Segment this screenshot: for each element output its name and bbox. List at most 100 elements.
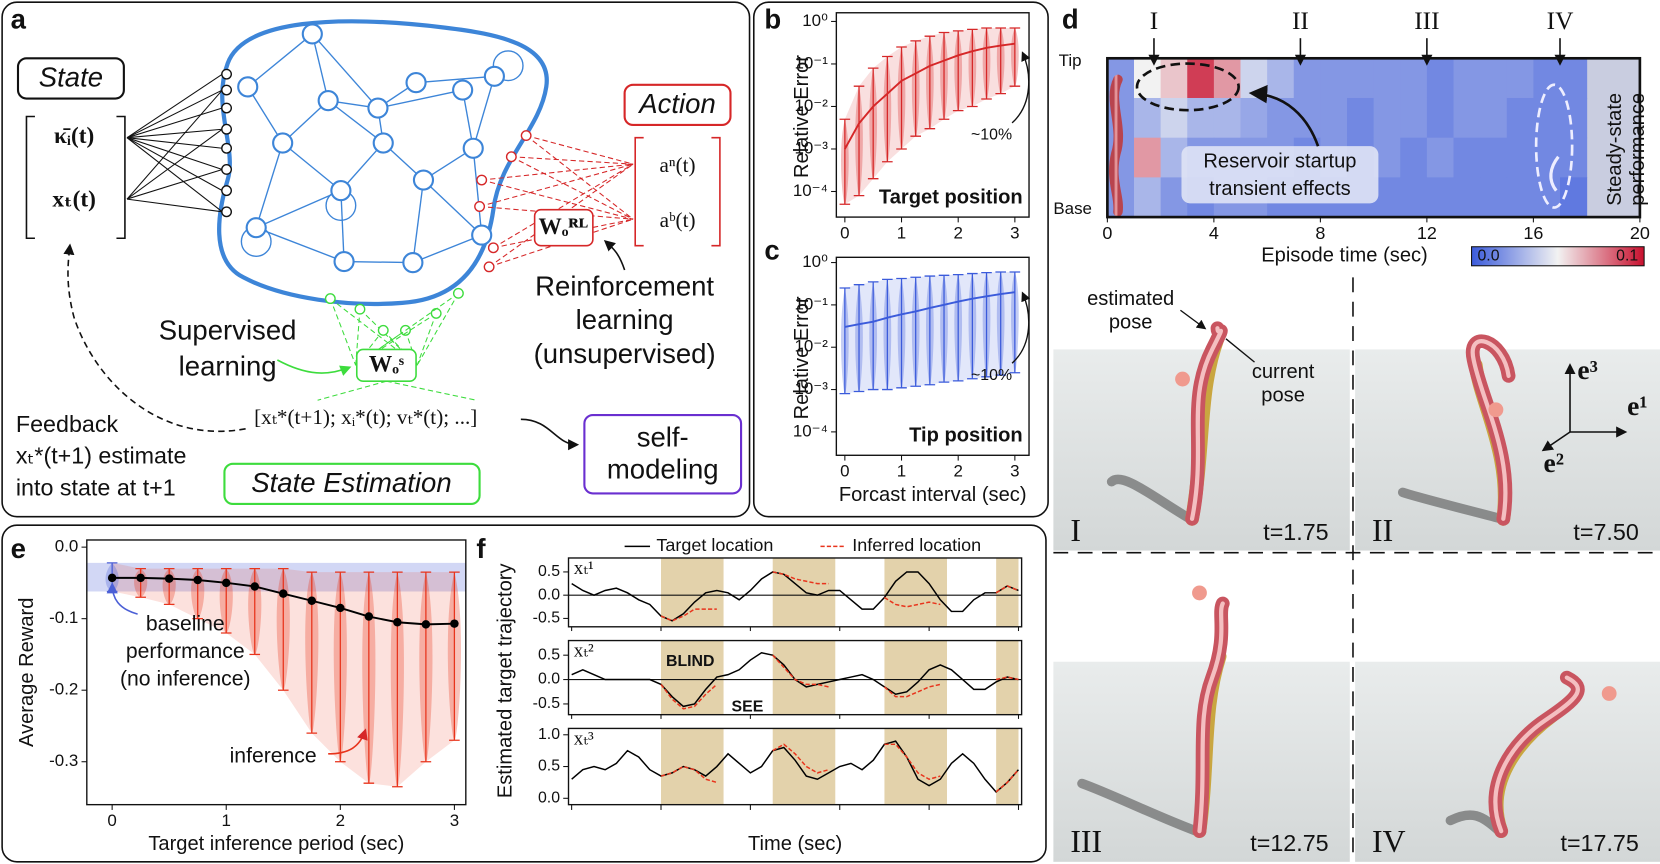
mean-dot [450,619,459,628]
mean-dot [421,620,431,629]
sl-edge [329,298,357,366]
steady-label: Steady-state [1604,93,1626,206]
y-axis-label: Relative Error [791,296,813,419]
y-tick-label: 0.0 [538,789,560,806]
rl-node [520,130,532,142]
blind-interval [884,640,947,715]
input-node [221,123,233,135]
rl-edge [526,135,634,165]
annotation-box [1181,146,1379,204]
reservoir-edge [412,179,425,263]
trajectory [660,654,1019,710]
time-marker: II [1292,7,1309,35]
panel-label: f [476,533,486,564]
rl-edge [511,156,634,165]
sl-node [377,324,389,336]
x-tick-label: 1 [897,462,906,481]
reservoir-edge [282,142,342,192]
subplot-label: xₜ³ [574,728,594,749]
axis-label: e² [1544,447,1564,478]
x-tick-label: 1 [222,811,231,830]
reservoir-edge [255,227,345,263]
input-edge [126,73,223,139]
y-tick-label: 10⁰ [802,252,828,271]
feedback-arrow [63,243,246,433]
panel-a-box [1,1,751,518]
trajectory [660,571,1019,622]
target-ball [1192,585,1207,601]
arrow [1248,84,1320,147]
input-node [221,142,233,154]
sl-weight: Wₒˢ [369,352,404,378]
reservoir-node [272,132,294,154]
self-model-box [583,414,743,495]
time-marker: IV [1547,7,1574,35]
self-model-label: self- [637,422,689,453]
trajectory [571,740,1020,793]
heat-cell [1480,137,1508,178]
annotation: Reservoir startup [1203,150,1356,172]
reservoir-node [367,97,389,119]
heat-cell [1453,177,1481,218]
reservoir-edge [255,189,342,229]
heat-cell [1347,58,1375,99]
x-tick-label: 0 [840,462,849,481]
heat-cell [1560,97,1588,139]
state-var: xₜ(t) [52,187,96,213]
x-tick-label: 8 [1315,223,1325,243]
input-node [221,102,233,114]
heat-cell [1453,58,1481,99]
annotation: ~10% [971,367,1012,384]
target-ball [1175,371,1190,387]
state-var: κ̄ᵢ(t) [54,123,94,149]
arrow [603,239,626,271]
y-tick-label: 10⁻² [794,337,828,356]
colorbar [1471,246,1645,267]
plot-frame [835,256,1030,456]
rl-node [474,201,486,212]
mean-dot [221,578,231,588]
reservoir-node [483,65,505,87]
input-edge [126,128,223,139]
y-axis-label: Estimated target trajectory [494,562,516,798]
feedback-label: Feedback [16,411,119,437]
y-tick-label: 0.0 [538,671,560,688]
bracket [25,115,126,240]
plot-frame [567,639,1023,716]
heat-cell [1480,177,1508,218]
heat-cell [1187,97,1215,139]
plot-area [839,27,1021,205]
y-tick-label: 1.0 [538,726,560,743]
y-tick-label: 10⁰ [802,11,828,30]
heat-cell [1533,58,1561,99]
reservoir-edge [344,260,413,264]
callout-line [1180,309,1207,330]
arm-icon [1109,74,1124,217]
blind-interval [772,728,836,805]
input-edge [126,89,223,139]
mean-dot [250,582,259,591]
heat-cell [1133,137,1162,178]
sl-label: Supervised [159,315,297,346]
plot-frame [567,557,1023,628]
steady-label: performance [1627,93,1649,206]
heat-cell [1267,58,1295,99]
reservoir-node [237,76,259,98]
y-tick-label: 10⁻¹ [794,53,828,72]
arrow [520,418,580,451]
subplot-label: xₜ¹ [574,558,594,579]
action-var: aⁿ(t) [660,153,696,177]
sl-edge [329,298,418,366]
estimation-box [223,462,481,506]
heat-cell [1240,97,1268,139]
mean-dot [364,612,374,621]
y-tick-label: 10⁻⁴ [793,421,828,440]
x-tick-label: 0 [107,811,116,830]
reservoir-node [317,90,339,112]
blind-interval [661,640,724,715]
mean-dot [336,603,345,613]
reservoir-node [330,180,352,202]
mean-dot [193,575,202,585]
frame-time: t=12.75 [1250,830,1328,856]
